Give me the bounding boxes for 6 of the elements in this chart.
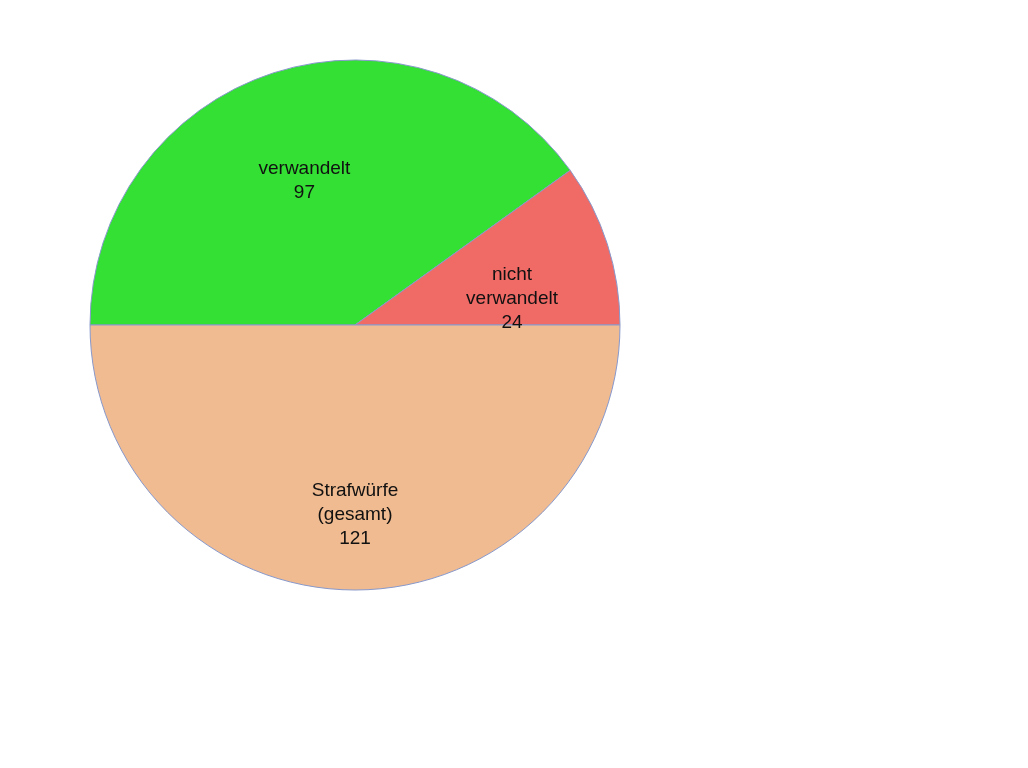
slice-label: Strafwürfe (gesamt) — [311, 479, 399, 524]
slice-label: verwandelt — [258, 156, 352, 178]
data-label: 121 — [339, 527, 371, 548]
data-label: 24 — [501, 311, 524, 333]
slice-label: nicht verwandelt — [466, 263, 559, 309]
data-label: 97 — [293, 180, 315, 202]
